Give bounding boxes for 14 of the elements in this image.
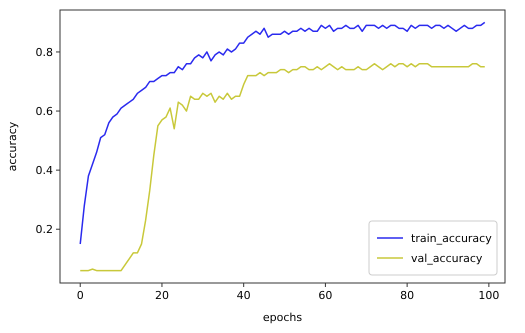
legend-label: train_accuracy [411,232,492,245]
y-tick-label: 0.2 [36,223,53,236]
x-tick-label: 0 [76,289,84,302]
legend-label: val_accuracy [411,252,483,265]
y-tick-label: 0.6 [36,105,53,118]
y-axis-title: accuracy [6,121,19,172]
x-tick-label: 20 [154,289,169,302]
y-tick-label: 0.4 [36,164,53,178]
x-axis-title: epochs [262,311,302,324]
y-tick-label: 0.8 [36,46,53,59]
x-tick-label: 100 [478,289,500,302]
x-tick-label: 80 [400,289,414,302]
x-tick-label: 40 [236,289,251,302]
x-tick-label: 60 [318,289,332,302]
